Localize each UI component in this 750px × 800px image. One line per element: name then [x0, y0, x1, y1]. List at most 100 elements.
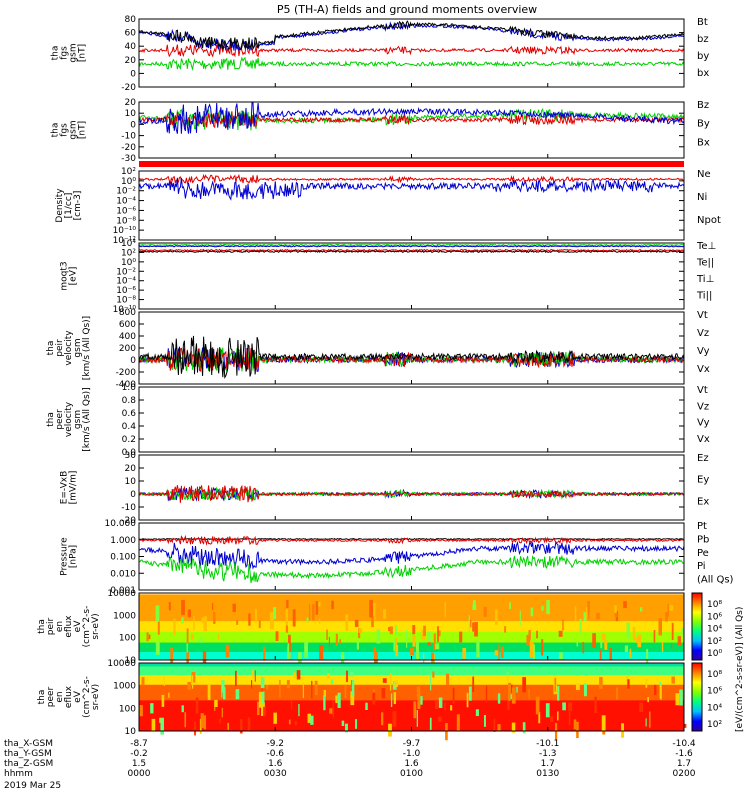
- ylabel-line: [nT]: [78, 44, 88, 62]
- spectrogram-cell: [344, 723, 348, 733]
- panel-3: Density [1/cc] [cm-3]10²10⁰10⁻²10⁻⁴10⁻⁶10⁻…: [55, 167, 721, 246]
- spectrogram-cell: [383, 609, 387, 619]
- spectrogram-cell: [587, 600, 590, 613]
- spectrogram-cell: [254, 670, 256, 682]
- spectrogram-cell: [319, 618, 321, 624]
- spectrogram-cell: [225, 644, 230, 658]
- spectrogram-cell: [604, 640, 608, 650]
- y-tick-label: 10⁻¹⁰: [113, 305, 137, 315]
- spectrogram-cell: [159, 717, 161, 723]
- spectrogram-cell: [522, 722, 526, 734]
- panel-8-ylabel: Pressure [nPa]: [60, 537, 79, 576]
- spectrogram-cell: [601, 715, 606, 732]
- spectrogram-cell: [677, 636, 681, 646]
- legend-vx: Vx: [697, 364, 710, 375]
- y-tick-label: 10⁻⁶: [116, 286, 136, 296]
- trace-vt: [138, 335, 685, 379]
- spectrogram-cell: [350, 691, 355, 706]
- x-tick-label: 0130: [536, 769, 559, 779]
- legend-ez: Ez: [697, 453, 709, 464]
- ylabel-line: velocity: [64, 401, 74, 437]
- panel-3-frame: [138, 170, 685, 241]
- y-tick-label: 10⁻⁴: [116, 197, 136, 207]
- legend-vz: Vz: [697, 401, 709, 412]
- spectrogram-cell: [530, 607, 534, 617]
- spectrogram-cell: [504, 626, 507, 633]
- spectrogram-cell: [541, 639, 544, 656]
- x-tick-label: -9.2: [266, 739, 284, 749]
- spectrogram-cell: [287, 634, 291, 652]
- colorbar-label: [eV/(cm^2-s-sr-eV)] (All Qs): [735, 607, 745, 732]
- spectrogram-cell: [257, 701, 260, 716]
- x-tick-label: -0.2: [130, 749, 148, 759]
- spectrogram-cell: [261, 702, 265, 716]
- spectrogram-cell: [273, 607, 277, 620]
- spectrogram-cell: [315, 601, 319, 615]
- spectrogram-band: [139, 594, 684, 622]
- spectrogram-cell: [519, 610, 521, 625]
- legend-ex: Ex: [697, 496, 709, 507]
- trace-ne: [138, 173, 685, 185]
- spectrogram-cell: [235, 670, 237, 687]
- spectrogram-cell: [456, 714, 460, 732]
- spectrogram-cell: [645, 718, 647, 727]
- trace-by2: [138, 107, 685, 131]
- x-tick-label: 1.7: [541, 759, 555, 769]
- panel-7: E=-VxB [mV/m] 30 20 10 0 -10 -20 Ez Ey Ex: [60, 451, 710, 526]
- y-tick-label: 10: [125, 477, 137, 487]
- spectrogram-cell: [507, 671, 509, 682]
- spectrogram-band: [139, 675, 684, 686]
- spectrogram-cell: [381, 712, 384, 726]
- ylabel-line: (cm^2-s-: [82, 606, 92, 648]
- spectrogram-band: [139, 666, 684, 676]
- spectrogram-cell: [568, 711, 571, 726]
- spectrogram-cell: [683, 723, 687, 728]
- legend-ey: Ey: [697, 475, 709, 486]
- spectrogram-cell: [190, 633, 194, 640]
- spectrogram-cell: [184, 712, 187, 728]
- spectrogram-cell: [181, 617, 184, 624]
- y-tick-label: 0.010: [110, 569, 136, 579]
- spectrogram-cell: [626, 622, 631, 639]
- ylabel-line: tha: [51, 46, 61, 61]
- spectrogram-cell: [621, 723, 624, 738]
- spectrogram-cell: [452, 687, 455, 704]
- spectrogram-cell: [395, 644, 399, 657]
- spectrogram-cell: [528, 688, 530, 700]
- legend-by: By: [697, 119, 710, 130]
- y-tick-label: 20: [125, 98, 137, 108]
- legend-ti: Ti||: [696, 291, 712, 302]
- spectrogram-cell: [298, 652, 302, 664]
- spectrogram-cell: [155, 641, 160, 655]
- ylabel-line: tha: [46, 412, 56, 427]
- spectrogram-cell: [536, 630, 538, 639]
- legend-allqs: (All Qs): [697, 575, 734, 586]
- spectrogram-cell: [306, 617, 309, 623]
- spectrogram-cell: [327, 673, 331, 679]
- spectrogram-cell: [344, 685, 347, 699]
- legend-pb: Pb: [697, 534, 709, 545]
- colorbar-tick-label: 10⁸: [707, 600, 722, 610]
- spectrogram-cell: [658, 618, 662, 636]
- spectrogram-cell: [258, 691, 263, 708]
- spectrogram-cell: [141, 677, 145, 686]
- spectrogram-cell: [287, 646, 290, 661]
- spectrogram-cell: [354, 619, 359, 627]
- spectrogram-cell: [665, 612, 668, 622]
- y-tick-label: 10⁻⁶: [116, 206, 136, 216]
- x-tick-label: -8.7: [130, 739, 148, 749]
- y-tick-label: 10²: [121, 248, 136, 258]
- trace-bx2: [138, 102, 685, 134]
- legend-bx: bx: [697, 68, 709, 79]
- x-tick-label: 0100: [400, 769, 423, 779]
- spectrogram-cell: [473, 600, 476, 606]
- spectrogram-cell: [438, 716, 442, 722]
- spectrogram-cell: [626, 676, 629, 682]
- spectrogram-cell: [389, 673, 392, 691]
- ylabel-line: peer: [46, 686, 56, 707]
- spectrogram-band: [139, 663, 684, 667]
- spectrogram-cell: [260, 677, 265, 688]
- spectrogram-cell: [395, 637, 398, 650]
